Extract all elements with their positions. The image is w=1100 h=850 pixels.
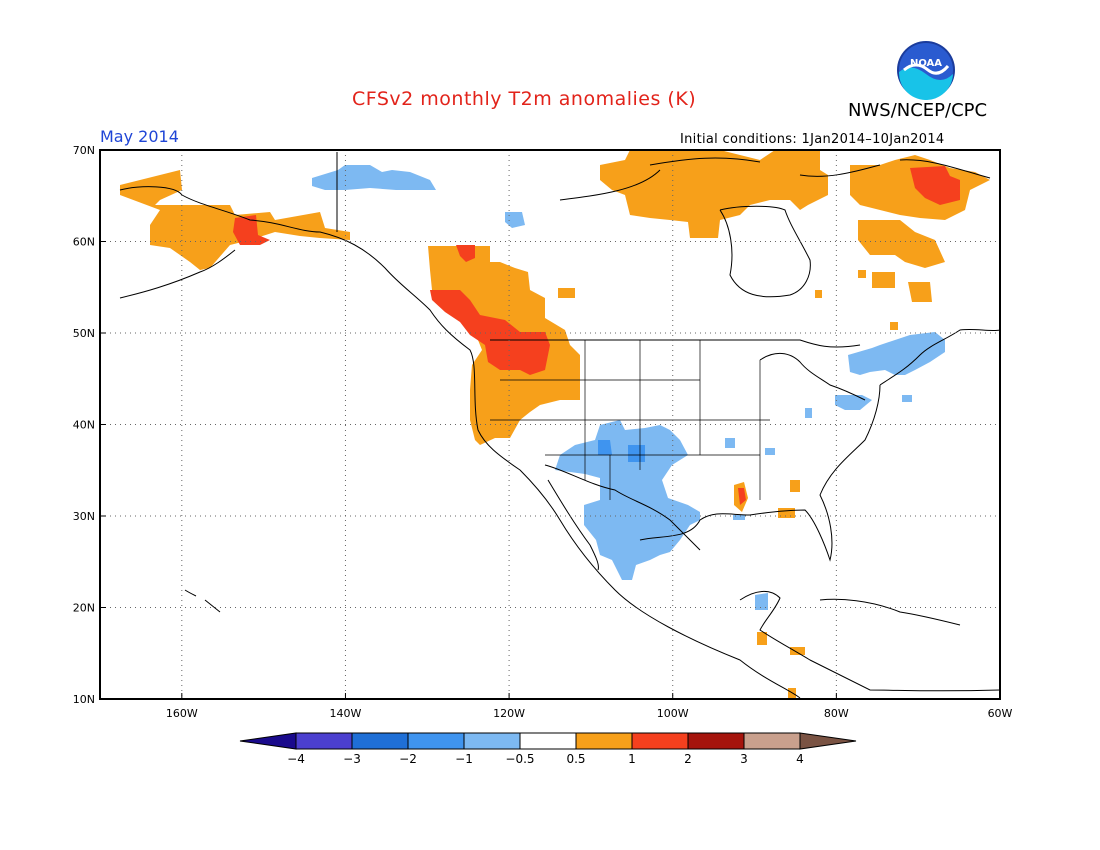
- coastline: [639, 384, 881, 562]
- colorbar-high-arrow: [799, 732, 857, 750]
- coastline: [184, 589, 221, 613]
- anomaly-region: [555, 420, 700, 580]
- anomaly-region: [848, 332, 945, 375]
- anomaly-region: [790, 480, 800, 492]
- anomaly-region: [858, 220, 945, 268]
- anomaly-region: [757, 632, 767, 645]
- lon-label: 120W: [493, 707, 525, 720]
- coastline: [759, 353, 866, 401]
- colorbar-label: −0.5: [505, 752, 534, 766]
- anomaly-region: [815, 290, 822, 298]
- colorbar-segment: [351, 732, 409, 750]
- colorbar-label: 1: [628, 752, 636, 766]
- anomaly-region: [558, 288, 575, 298]
- colorbar-segment: [407, 732, 465, 750]
- anomaly-region: [600, 150, 828, 238]
- colorbar-label: 2: [684, 752, 692, 766]
- coastline: [559, 157, 881, 201]
- colorbar-low-arrow: [239, 732, 297, 750]
- anomaly-region: [790, 647, 805, 655]
- lon-label: 140W: [330, 707, 362, 720]
- lon-label: 100W: [657, 707, 689, 720]
- lat-label: 30N: [73, 510, 95, 523]
- anomaly-region: [910, 166, 960, 205]
- anomaly-region: [908, 282, 932, 302]
- organization-label: NWS/NCEP/CPC: [848, 100, 988, 121]
- lat-label: 20N: [73, 602, 95, 615]
- country-border: [490, 339, 861, 348]
- colorbar-label: −4: [287, 752, 305, 766]
- anomaly-region: [872, 272, 895, 288]
- latitude-labels: 70N 60N 50N 40N 30N 20N 10N: [73, 144, 106, 706]
- anomaly-region: [805, 408, 812, 418]
- coastline: [819, 598, 961, 626]
- anomaly-region: [890, 322, 898, 330]
- lat-label: 70N: [73, 144, 95, 157]
- colorbar-segment: [575, 732, 633, 750]
- anomaly-region: [725, 438, 735, 448]
- anomaly-region: [233, 215, 270, 245]
- colorbar-label: −1: [455, 752, 473, 766]
- lon-label: 80W: [824, 707, 849, 720]
- anomaly-region: [902, 395, 912, 402]
- anomaly-region: [765, 448, 775, 455]
- colorbar-label: 0.5: [566, 752, 585, 766]
- coastline: [899, 159, 991, 179]
- forecast-month: May 2014: [100, 127, 179, 146]
- colorbar-segment: [743, 732, 801, 750]
- coastlines: [119, 152, 1001, 699]
- coastline: [879, 328, 1001, 386]
- lat-label: 50N: [73, 327, 95, 340]
- colorbar-segment: [631, 732, 689, 750]
- initial-conditions: Initial conditions: 1Jan2014–10Jan2014: [680, 132, 945, 147]
- noaa-logo-icon: NOAA: [897, 41, 955, 100]
- lat-label: 10N: [73, 693, 95, 706]
- coastline: [739, 591, 1001, 692]
- coastline: [119, 249, 236, 299]
- longitude-labels: 160W 140W 120W 100W 80W 60W: [166, 693, 1013, 720]
- colorbar-segment: [463, 732, 521, 750]
- anomaly-region: [738, 488, 746, 505]
- country-border: [544, 464, 701, 551]
- anomaly-cells: [120, 150, 990, 698]
- graticule: [100, 150, 1000, 699]
- coastline: [119, 186, 801, 699]
- lon-label: 60W: [988, 707, 1013, 720]
- colorbar-label: −3: [343, 752, 361, 766]
- lon-label: 160W: [166, 707, 198, 720]
- anomaly-region: [628, 445, 645, 462]
- colorbar-segment: [519, 732, 577, 750]
- anomaly-region: [505, 212, 525, 228]
- anomaly-region: [312, 165, 436, 190]
- colorbar-segment: [687, 732, 745, 750]
- svg-text:NOAA: NOAA: [910, 58, 942, 69]
- colorbar-segment: [295, 732, 353, 750]
- anomaly-region: [755, 593, 768, 610]
- colorbar-label: −2: [399, 752, 417, 766]
- map-title: CFSv2 monthly T2m anomalies (K): [352, 88, 697, 110]
- anomaly-region: [858, 270, 866, 278]
- anomaly-region: [456, 245, 475, 262]
- colorbar-label: 4: [796, 752, 804, 766]
- colorbar-label: 3: [740, 752, 748, 766]
- coastline: [547, 479, 599, 571]
- lat-label: 60N: [73, 236, 95, 249]
- anomaly-region: [598, 440, 612, 455]
- coastline: [719, 205, 811, 298]
- lat-label: 40N: [73, 419, 95, 432]
